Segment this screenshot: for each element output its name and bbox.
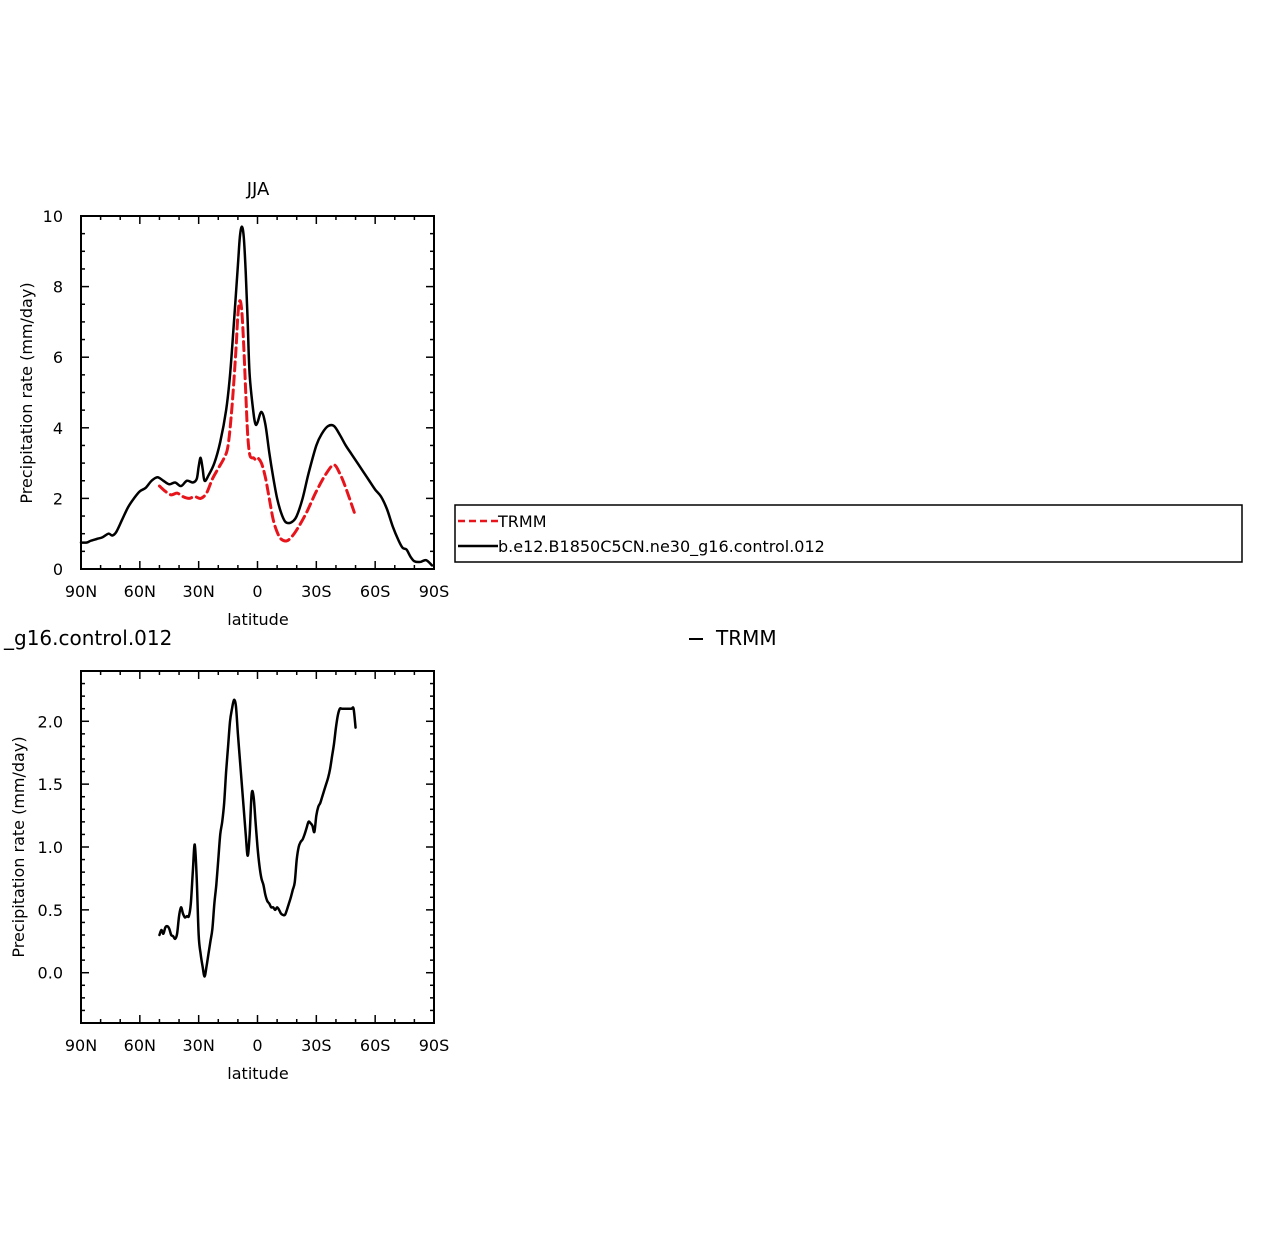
x-tick-label: 0 <box>252 582 262 601</box>
chart-panel-bottom: 90N 60N 30N 0 30S 60S 90S 0.0 0.5 1.0 1.5 2.0 latit… <box>9 670 450 1083</box>
x-tick-label: 30N <box>183 1036 215 1055</box>
y-tick-label: 1.0 <box>38 838 63 857</box>
legend-box <box>454 504 1243 563</box>
y-tick-label: 2 <box>53 489 63 508</box>
x-tick-label: 30S <box>301 1036 332 1055</box>
plot-frame <box>80 670 435 1024</box>
clipped-title-fragment: _g16.control.012 <box>3 626 172 650</box>
x-axis-label: latitude <box>227 1064 288 1083</box>
x-tick-label: 90S <box>419 1036 450 1055</box>
y-tick-label: 4 <box>53 419 63 438</box>
y-tick-label: 2.0 <box>38 712 63 731</box>
x-tick-label: 90N <box>65 1036 97 1055</box>
y-axis-label: Precipitation rate (mm/day) <box>17 282 36 503</box>
x-tick-label: 60N <box>124 582 156 601</box>
y-tick-label: 6 <box>53 348 63 367</box>
y-tick-label: 10 <box>43 207 63 226</box>
x-tick-label: 60N <box>124 1036 156 1055</box>
y-tick-label: 0.5 <box>38 901 63 920</box>
x-tick-label: 60S <box>360 582 391 601</box>
series-line-1 <box>157 299 358 543</box>
x-tick-label: 30N <box>183 582 215 601</box>
chart-title: JJA <box>246 179 270 200</box>
x-tick-label: 90S <box>419 582 450 601</box>
plot-frame <box>80 215 435 570</box>
series-line-1 <box>158 698 357 978</box>
series-line-2 <box>79 225 434 567</box>
y-tick-label: 1.5 <box>38 775 63 794</box>
y-tick-label: 0.0 <box>38 964 63 983</box>
x-tick-label: 60S <box>360 1036 391 1055</box>
y-tick-label: 8 <box>53 278 63 297</box>
y-tick-label: 0 <box>53 560 63 579</box>
x-tick-label: 0 <box>252 1036 262 1055</box>
legend-entry-model: b.e12.B1850C5CN.ne30_g16.control.012 <box>498 537 825 557</box>
legend-entry-trmm: TRMM <box>497 512 547 531</box>
legend: TRMM b.e12.B1850C5CN.ne30_g16.control.01… <box>454 504 1243 563</box>
x-tick-label: 30S <box>301 582 332 601</box>
x-axis-label: latitude <box>227 610 288 629</box>
clipped-legend-fragment: TRMM <box>715 626 777 650</box>
y-axis-label: Precipitation rate (mm/day) <box>9 736 28 957</box>
x-tick-label: 90N <box>65 582 97 601</box>
